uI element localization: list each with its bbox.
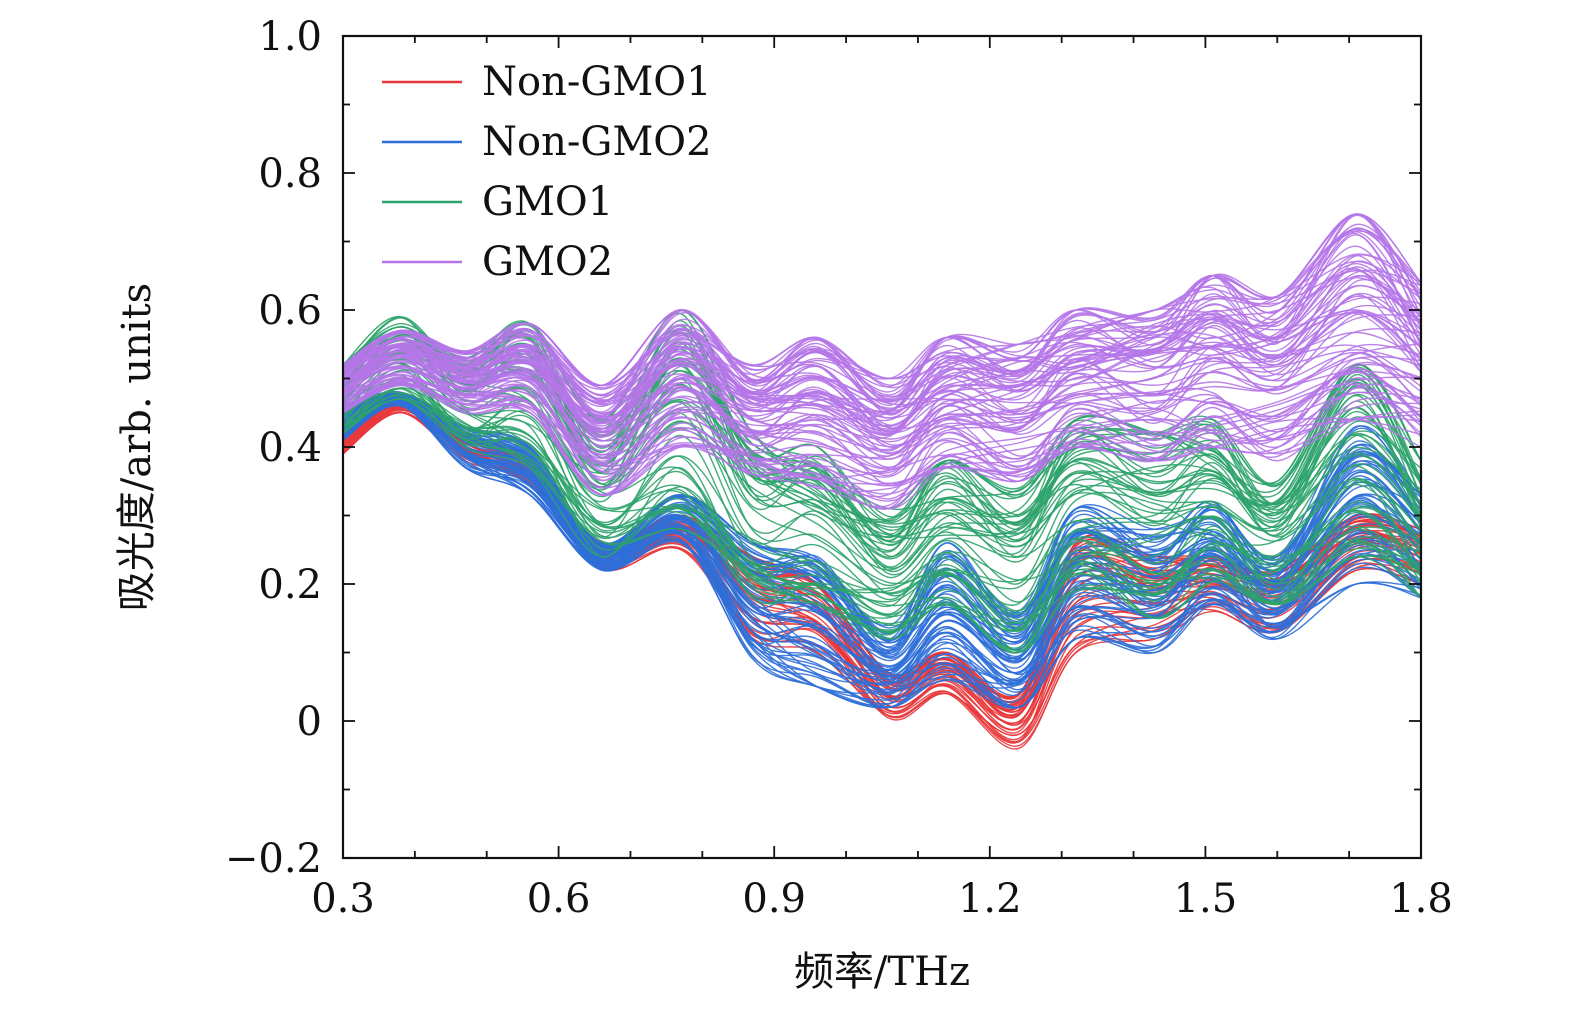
curve-gmo2: [343, 269, 1421, 419]
curve-non-gmo2: [343, 404, 1421, 709]
series-gmo2: [343, 213, 1421, 510]
curve-gmo1: [343, 391, 1421, 616]
axis-ticks: [342, 35, 1421, 859]
curve-gmo1: [343, 395, 1421, 634]
curve-gmo2: [343, 361, 1421, 457]
y-tick-label: 0.8: [258, 151, 322, 197]
curve-gmo2: [343, 253, 1421, 416]
curve-gmo2: [343, 213, 1421, 402]
x-tick-label: 1.5: [1174, 876, 1238, 922]
legend: Non-GMO1 Non-GMO2 GMO1 GMO2: [382, 59, 712, 285]
y-tick-label: 0: [297, 699, 322, 745]
curve-gmo2: [343, 260, 1421, 401]
curve-gmo2: [343, 351, 1421, 467]
curve-gmo2: [343, 380, 1421, 487]
curve-gmo2: [343, 381, 1421, 485]
curve-gmo2: [343, 276, 1421, 407]
y-tick-label: 0.4: [258, 425, 322, 471]
y-tick-label: 0.6: [258, 288, 322, 334]
curve-gmo2: [343, 331, 1421, 439]
curve-gmo2: [343, 381, 1421, 496]
curve-gmo2: [343, 230, 1421, 417]
y-axis-title: 吸光度/arb. units: [114, 283, 160, 611]
curve-gmo1: [343, 363, 1421, 612]
curve-gmo2: [343, 357, 1421, 482]
legend-label-non-gmo2: Non-GMO2: [482, 119, 712, 165]
y-tick-label: 0.2: [258, 562, 322, 608]
x-tick-label: 1.2: [958, 876, 1022, 922]
x-tick-label: 1.8: [1389, 876, 1453, 922]
axis-tick-labels: 0.3 0.6 0.9 1.2 1.5 1.8 −0.2 0 0.2 0.4 0.6 0.8 1.0: [225, 14, 1453, 922]
curve-gmo2: [343, 262, 1421, 430]
curve-non-gmo2: [343, 404, 1421, 709]
curve-gmo2: [343, 360, 1421, 469]
curve-gmo1: [343, 334, 1421, 552]
curve-gmo2: [343, 213, 1421, 400]
curve-non-gmo2: [343, 399, 1421, 687]
curve-gmo1: [343, 382, 1421, 649]
curve-gmo1: [343, 388, 1421, 636]
curve-gmo2: [343, 375, 1421, 496]
curve-gmo1: [343, 380, 1421, 585]
curve-gmo2: [343, 214, 1421, 414]
curve-gmo2: [343, 213, 1421, 389]
curve-gmo2: [343, 364, 1421, 479]
x-tick-label: 0.6: [527, 876, 591, 922]
x-axis-title: 频率/THz: [794, 949, 970, 995]
curve-gmo1: [343, 383, 1421, 651]
spectra-curves: [343, 213, 1421, 750]
x-tick-label: 0.9: [742, 876, 806, 922]
curve-gmo2: [343, 377, 1421, 478]
y-tick-label: 1.0: [258, 14, 322, 60]
curve-non-gmo2: [343, 399, 1421, 687]
legend-label-non-gmo1: Non-GMO1: [482, 59, 712, 105]
curve-gmo1: [343, 398, 1421, 654]
curve-gmo1: [343, 344, 1421, 558]
curve-gmo1: [343, 383, 1421, 624]
curve-gmo2: [343, 233, 1421, 433]
curve-gmo1: [343, 352, 1421, 587]
curve-gmo2: [343, 343, 1421, 446]
legend-label-gmo1: GMO1: [482, 179, 613, 225]
x-tick-label: 0.3: [311, 876, 375, 922]
legend-label-gmo2: GMO2: [482, 239, 613, 285]
curve-gmo2: [343, 275, 1421, 430]
curve-gmo2: [343, 227, 1421, 387]
curve-gmo2: [343, 349, 1421, 458]
y-tick-label: −0.2: [225, 836, 322, 882]
curve-gmo1: [343, 387, 1421, 652]
curve-gmo2: [343, 260, 1421, 391]
